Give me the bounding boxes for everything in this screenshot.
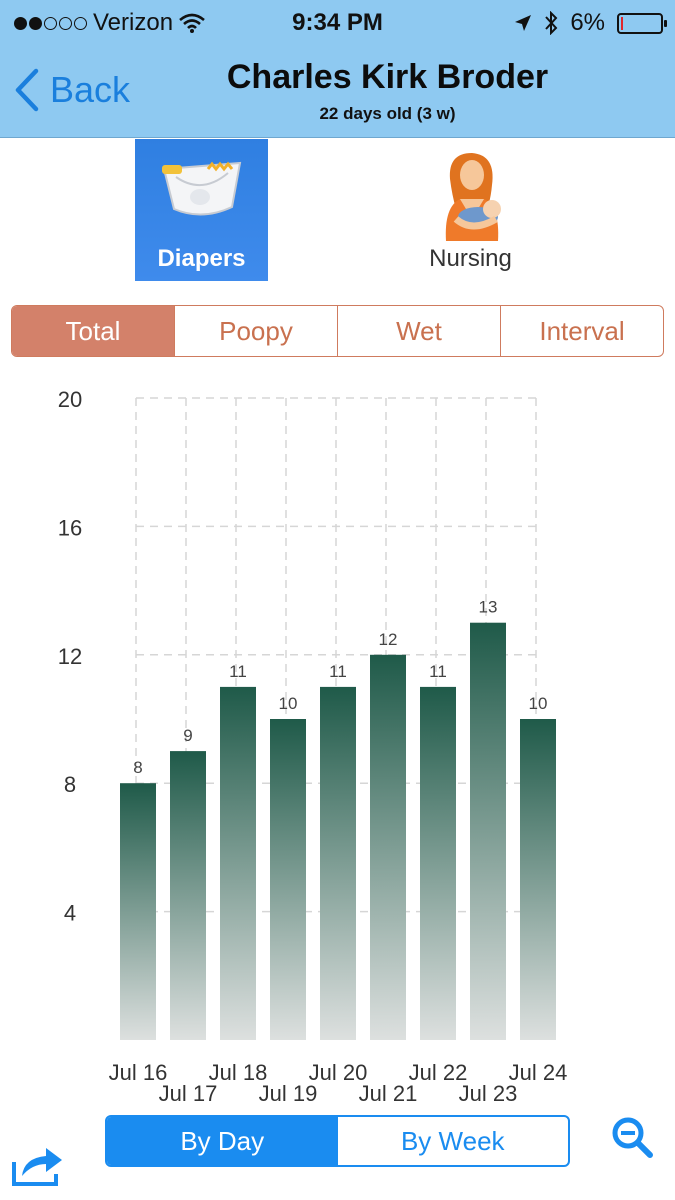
x-tick-label: Jul 20 <box>309 1060 368 1085</box>
category-diapers[interactable]: Diapers <box>135 139 268 281</box>
bar <box>520 719 556 1040</box>
category-label: Nursing <box>429 245 512 272</box>
bar-value-label: 10 <box>279 694 298 713</box>
category-label: Diapers <box>157 245 246 272</box>
y-tick-label: 12 <box>58 644 82 669</box>
x-tick-label: Jul 17 <box>159 1081 218 1106</box>
chevron-left-icon <box>15 68 39 112</box>
bluetooth-icon <box>545 11 558 35</box>
signal-dot <box>29 16 42 30</box>
signal-dot <box>14 16 27 30</box>
bar-value-label: 11 <box>429 662 447 681</box>
bar <box>120 783 156 1040</box>
bar-value-label: 8 <box>133 758 142 777</box>
page-subtitle: 22 days old (3 w) <box>319 104 456 123</box>
x-tick-label: Jul 24 <box>509 1060 568 1085</box>
bar <box>470 622 506 1040</box>
status-time: 9:34 PM <box>292 9 383 36</box>
tab-poopy[interactable]: Poopy <box>174 306 337 356</box>
bar <box>270 719 306 1040</box>
x-tick-label: Jul 19 <box>259 1081 318 1106</box>
tab-by-week[interactable]: By Week <box>400 1125 505 1156</box>
y-axis: 4 8 12 16 20 <box>58 387 82 926</box>
share-icon[interactable] <box>10 1140 66 1188</box>
tab-interval[interactable]: Interval <box>500 306 663 356</box>
signal-dot <box>44 16 57 30</box>
tab-total[interactable]: Total <box>12 306 174 356</box>
filter-tabs: Total Poopy Wet Interval <box>11 305 664 357</box>
tab-by-day[interactable]: By Day <box>107 1117 338 1165</box>
x-tick-label: Jul 23 <box>459 1081 518 1106</box>
page-title: Charles Kirk Broder <box>226 58 549 96</box>
period-tabs: By Day By Week <box>105 1115 570 1167</box>
battery-percent: 6% <box>570 9 605 36</box>
category-nursing[interactable]: Nursing <box>404 139 537 281</box>
x-tick-label: Jul 16 <box>109 1060 168 1085</box>
nav-header: Verizon 9:34 PM 6% Back Charles Kirk Br <box>0 0 675 138</box>
nursing-mother-icon <box>404 149 537 241</box>
bar-series: 8 9 11 10 11 12 11 13 10 <box>120 598 556 1040</box>
bar-value-label: 10 <box>529 694 548 713</box>
carrier-info: Verizon <box>14 9 205 37</box>
battery-level-fill <box>621 16 623 30</box>
bar-value-label: 11 <box>329 662 347 681</box>
status-bar: Verizon 9:34 PM 6% <box>0 0 675 46</box>
bar-value-label: 13 <box>479 598 498 617</box>
carrier-name: Verizon <box>93 9 174 36</box>
diaper-icon <box>135 149 268 221</box>
bar <box>220 686 256 1040</box>
bar-value-label: 11 <box>229 662 247 681</box>
wifi-icon <box>179 13 205 33</box>
location-arrow-icon <box>515 15 532 31</box>
back-button[interactable]: Back <box>14 64 130 116</box>
back-label: Back <box>50 69 131 110</box>
y-tick-label: 20 <box>58 387 82 412</box>
bar-value-label: 9 <box>183 726 192 745</box>
bar-value-label: 12 <box>379 630 398 649</box>
bar <box>370 654 406 1040</box>
x-tick-label: Jul 21 <box>359 1081 418 1106</box>
signal-strength-icon <box>14 16 87 30</box>
battery-icon <box>617 12 667 34</box>
bar <box>170 751 206 1040</box>
zoom-out-icon[interactable] <box>610 1115 654 1159</box>
bar <box>320 686 356 1040</box>
x-tick-label: Jul 18 <box>209 1060 268 1085</box>
y-tick-label: 16 <box>58 515 82 540</box>
bar <box>420 686 456 1040</box>
tab-wet[interactable]: Wet <box>337 306 500 356</box>
signal-dot <box>74 16 87 30</box>
signal-dot <box>59 16 72 30</box>
x-tick-label: Jul 22 <box>409 1060 468 1085</box>
y-tick-label: 8 <box>64 772 76 797</box>
status-right: 6% <box>514 9 667 37</box>
y-tick-label: 4 <box>64 901 76 926</box>
